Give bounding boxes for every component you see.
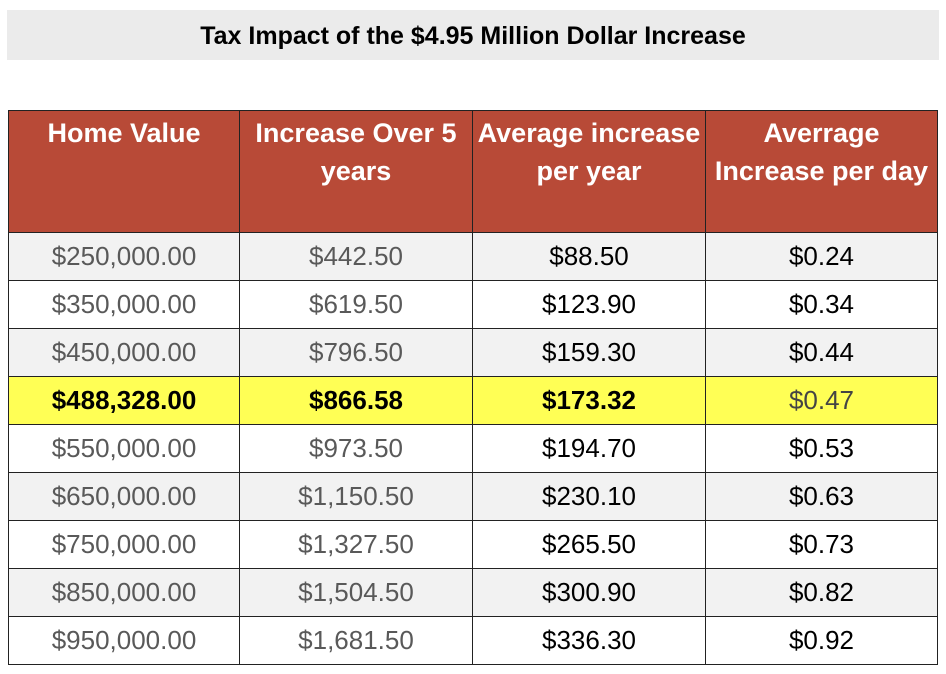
table-row: $750,000.00 $1,327.50 $265.50 $0.73 <box>8 520 938 569</box>
column-header-increase-5-years: Increase Over 5 years <box>239 110 473 233</box>
cell-average-per-day: $0.44 <box>705 328 938 377</box>
cell-average-per-day: $0.47 <box>705 376 938 425</box>
table-row: $950,000.00 $1,681.50 $336.30 $0.92 <box>8 616 938 665</box>
table-row: $250,000.00 $442.50 $88.50 $0.24 <box>8 232 938 281</box>
cell-home-value: $650,000.00 <box>8 472 240 521</box>
cell-increase-5-years: $796.50 <box>239 328 473 377</box>
cell-average-per-day: $0.63 <box>705 472 938 521</box>
cell-average-per-day: $0.24 <box>705 232 938 281</box>
cell-increase-5-years: $442.50 <box>239 232 473 281</box>
cell-average-per-year: $194.70 <box>472 424 706 473</box>
cell-average-per-year: $123.90 <box>472 280 706 329</box>
cell-increase-5-years: $1,504.50 <box>239 568 473 617</box>
cell-home-value: $450,000.00 <box>8 328 240 377</box>
cell-home-value: $350,000.00 <box>8 280 240 329</box>
cell-increase-5-years: $1,150.50 <box>239 472 473 521</box>
cell-increase-5-years: $1,327.50 <box>239 520 473 569</box>
table-row: $550,000.00 $973.50 $194.70 $0.53 <box>8 424 938 473</box>
cell-average-per-day: $0.92 <box>705 616 938 665</box>
column-header-home-value: Home Value <box>8 110 240 233</box>
cell-home-value: $750,000.00 <box>8 520 240 569</box>
column-header-average-per-day: Averrage Increase per day <box>705 110 938 233</box>
cell-home-value: $488,328.00 <box>8 376 240 425</box>
cell-increase-5-years: $1,681.50 <box>239 616 473 665</box>
cell-average-per-day: $0.53 <box>705 424 938 473</box>
cell-average-per-year: $336.30 <box>472 616 706 665</box>
title-bar: Tax Impact of the $4.95 Million Dollar I… <box>7 10 939 60</box>
cell-average-per-year: $230.10 <box>472 472 706 521</box>
cell-average-per-year: $265.50 <box>472 520 706 569</box>
cell-average-per-day: $0.73 <box>705 520 938 569</box>
table-row: $350,000.00 $619.50 $123.90 $0.34 <box>8 280 938 329</box>
highlighted-table-row: $488,328.00 $866.58 $173.32 $0.47 <box>8 376 938 425</box>
cell-home-value: $950,000.00 <box>8 616 240 665</box>
cell-home-value: $250,000.00 <box>8 232 240 281</box>
table-row: $850,000.00 $1,504.50 $300.90 $0.82 <box>8 568 938 617</box>
page-title: Tax Impact of the $4.95 Million Dollar I… <box>200 21 746 50</box>
cell-increase-5-years: $973.50 <box>239 424 473 473</box>
tax-impact-table: Home Value Increase Over 5 years Average… <box>8 110 938 665</box>
cell-average-per-year: $159.30 <box>472 328 706 377</box>
column-header-average-per-year: Average increase per year <box>472 110 706 233</box>
cell-average-per-day: $0.82 <box>705 568 938 617</box>
cell-average-per-day: $0.34 <box>705 280 938 329</box>
cell-average-per-year: $300.90 <box>472 568 706 617</box>
cell-home-value: $850,000.00 <box>8 568 240 617</box>
table-row: $450,000.00 $796.50 $159.30 $0.44 <box>8 328 938 377</box>
cell-average-per-year: $173.32 <box>472 376 706 425</box>
table-row: $650,000.00 $1,150.50 $230.10 $0.63 <box>8 472 938 521</box>
header-row: Home Value Increase Over 5 years Average… <box>8 110 938 233</box>
cell-increase-5-years: $619.50 <box>239 280 473 329</box>
cell-increase-5-years: $866.58 <box>239 376 473 425</box>
cell-home-value: $550,000.00 <box>8 424 240 473</box>
cell-average-per-year: $88.50 <box>472 232 706 281</box>
